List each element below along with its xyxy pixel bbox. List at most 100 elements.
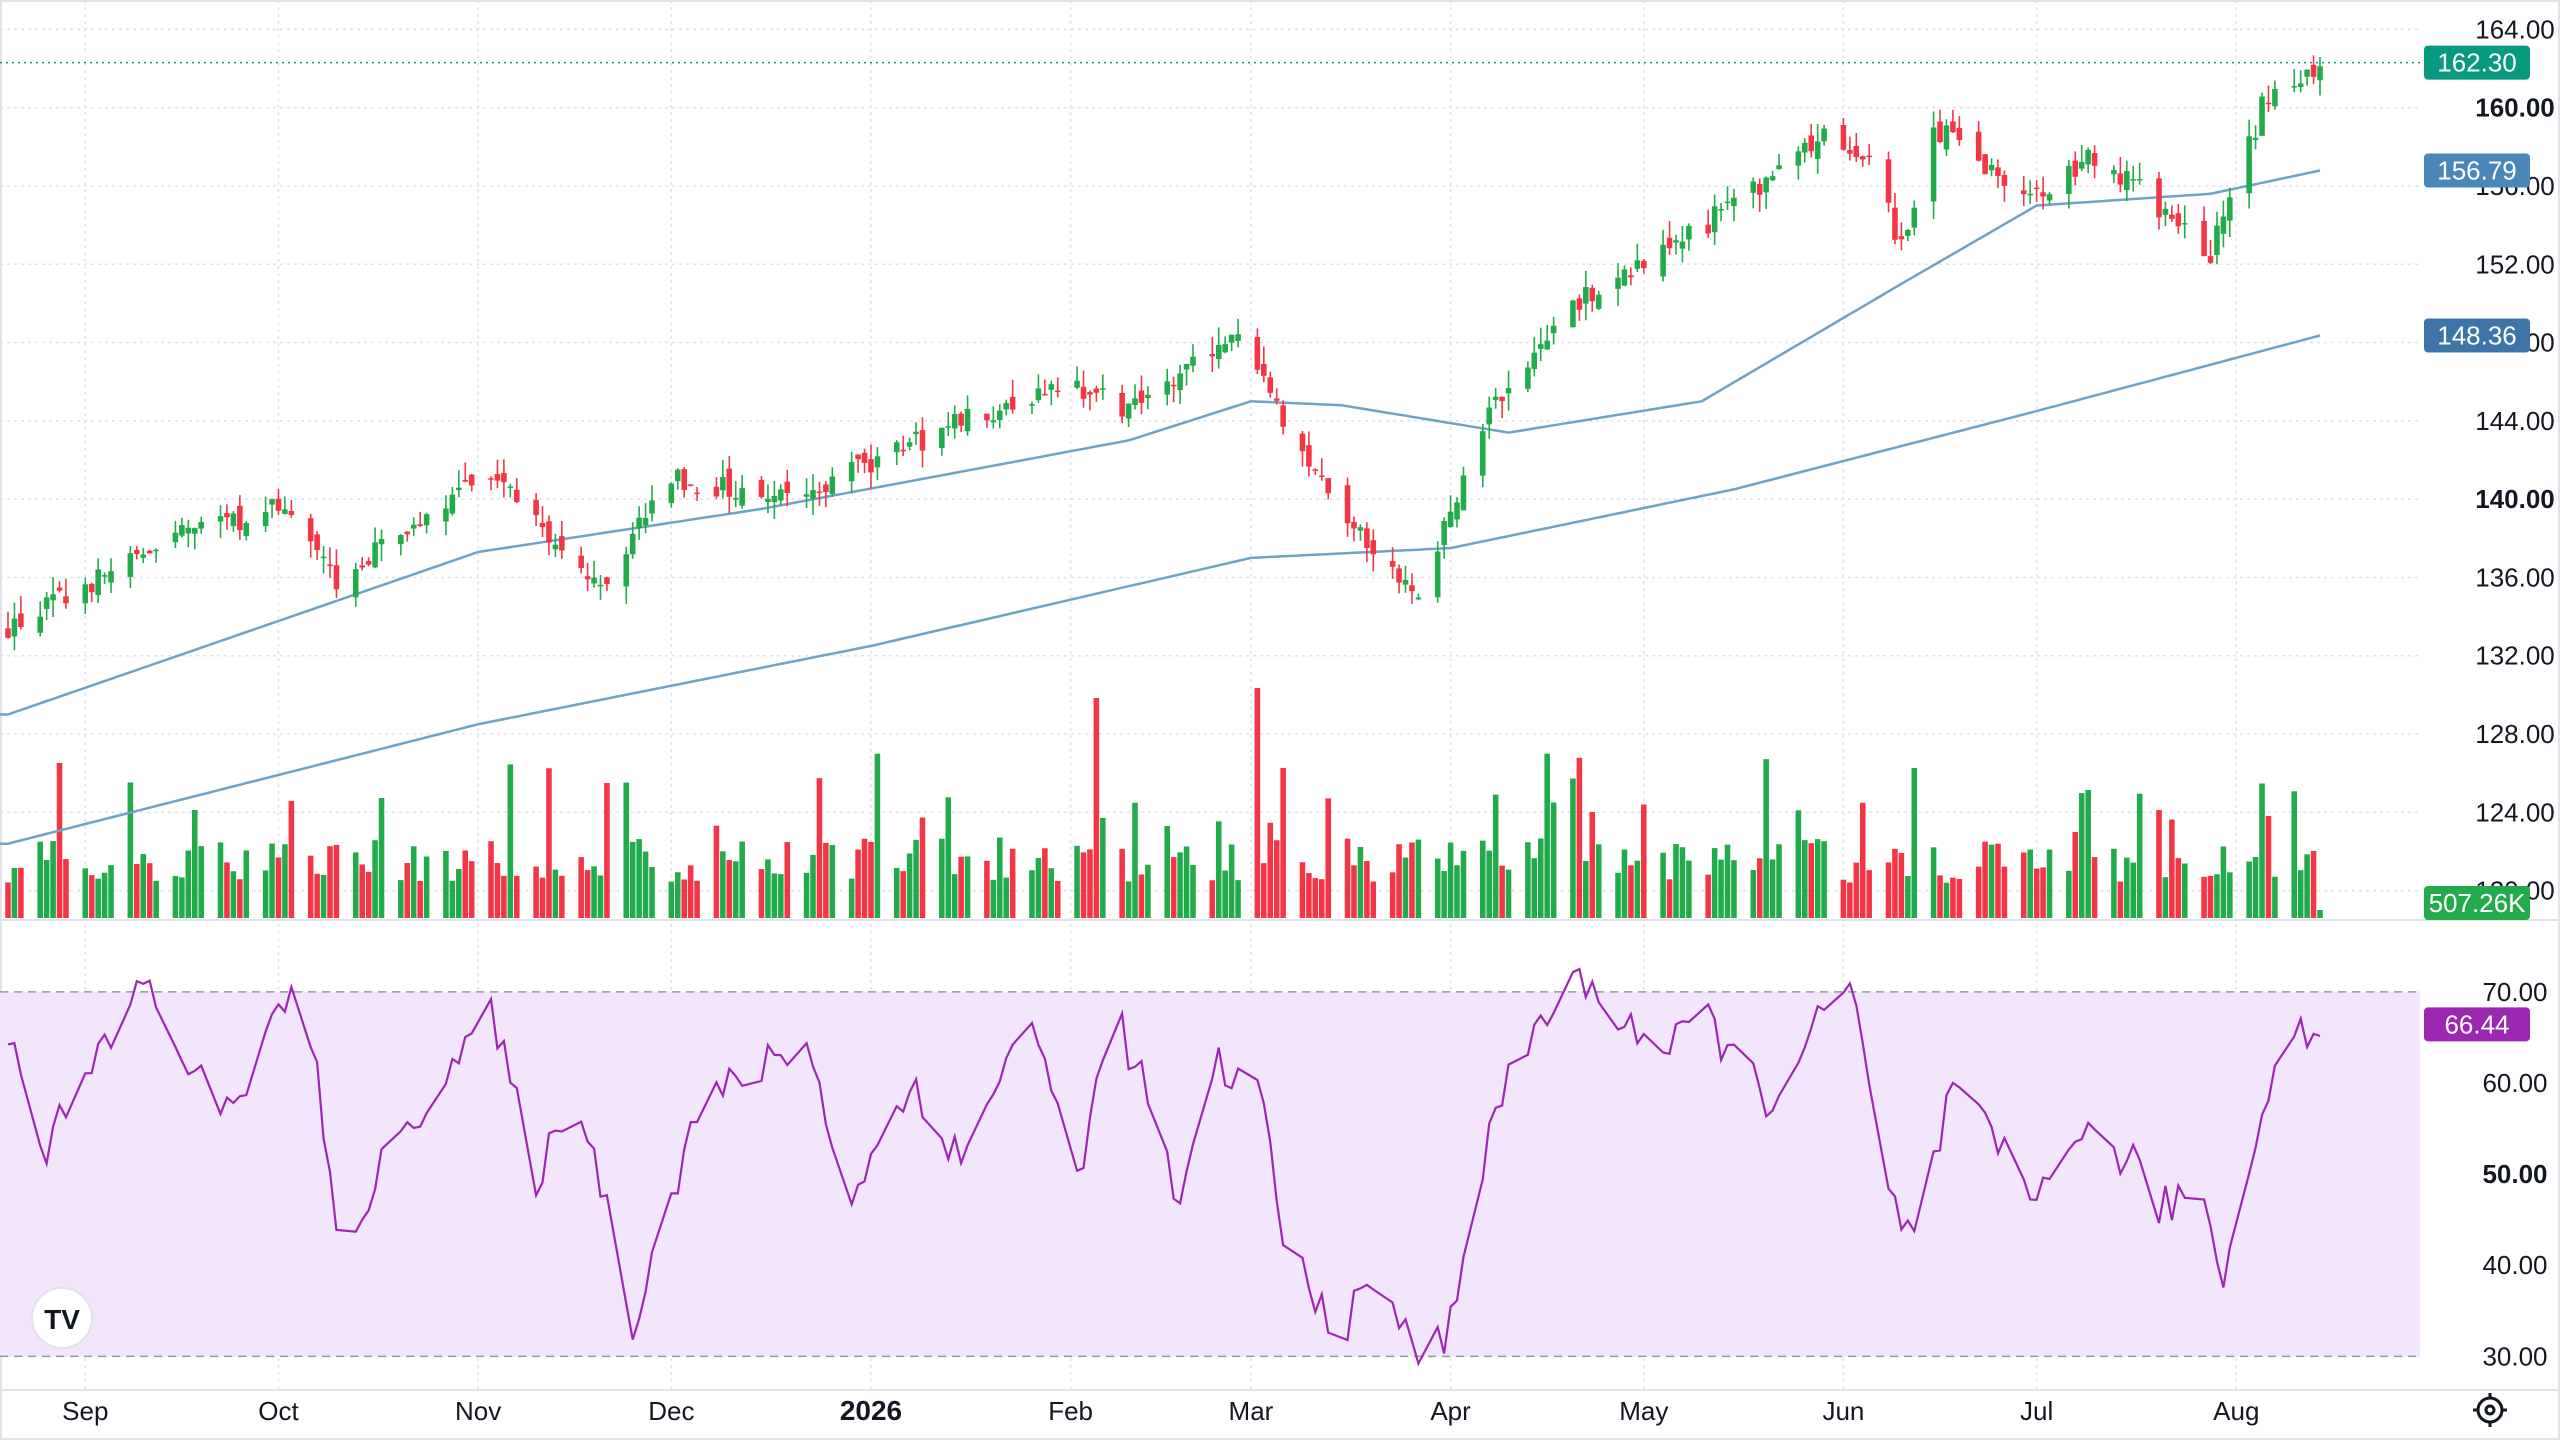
- candle: [410, 517, 417, 536]
- candle: [713, 477, 720, 499]
- candle-body: [243, 523, 250, 537]
- volume-bar: [140, 854, 147, 918]
- candle: [1357, 524, 1364, 541]
- candle-body: [352, 569, 359, 598]
- volume-bar: [681, 879, 687, 918]
- candle: [1686, 223, 1692, 251]
- candle: [765, 484, 771, 514]
- candle: [1364, 522, 1370, 563]
- candle: [1080, 370, 1087, 408]
- candle-body: [275, 498, 282, 511]
- volume-bar: [1673, 844, 1679, 918]
- candle: [1988, 158, 1995, 177]
- candle-body: [539, 522, 546, 528]
- volume-bar: [1686, 860, 1692, 918]
- candle-body: [2124, 171, 2130, 191]
- candle-body: [5, 628, 11, 638]
- volume-bar: [2207, 875, 2214, 918]
- price-tick-label: 144.00: [2475, 406, 2555, 436]
- gear-icon[interactable]: [2473, 1393, 2507, 1427]
- candle-body: [855, 454, 861, 460]
- volume-bar: [11, 868, 18, 918]
- volume-bar: [1222, 870, 1228, 918]
- candle-body: [1583, 287, 1589, 304]
- candle-body: [816, 491, 823, 494]
- price-tick-label: 132.00: [2475, 641, 2555, 671]
- candle: [1228, 334, 1235, 352]
- volume-bar: [1351, 865, 1357, 918]
- candle-body: [365, 560, 372, 565]
- volume-bar: [604, 783, 610, 918]
- candle-body: [1641, 260, 1647, 269]
- candle: [1170, 376, 1177, 403]
- volume-bar: [2272, 876, 2278, 918]
- volume-bar: [996, 837, 1003, 918]
- candle: [1319, 458, 1325, 481]
- volume-bar: [2130, 862, 2137, 918]
- volume-bar: [1628, 865, 1634, 918]
- candle-body: [1898, 236, 1905, 240]
- rsi-band-fill: [0, 991, 2420, 1357]
- candle-body: [668, 483, 675, 504]
- candle: [2046, 191, 2053, 205]
- volume-bar: [1776, 844, 1782, 918]
- volume-bar: [732, 861, 739, 918]
- candle: [681, 467, 687, 498]
- candle-body: [2310, 64, 2317, 77]
- volume-bar: [88, 875, 95, 918]
- volume-bar: [410, 846, 417, 918]
- candle: [1074, 366, 1080, 390]
- candle: [1273, 388, 1280, 405]
- volume-bar: [288, 800, 295, 918]
- candle-body: [1660, 244, 1666, 277]
- candle: [269, 498, 275, 519]
- candle: [1583, 270, 1589, 321]
- candle: [2091, 145, 2098, 179]
- candle: [262, 496, 269, 533]
- volume-bar: [1319, 879, 1325, 918]
- candle: [1035, 374, 1042, 403]
- candle-body: [584, 576, 591, 580]
- volume-bar: [1711, 848, 1718, 918]
- volume-bar: [262, 870, 269, 918]
- volume-bar: [1853, 862, 1860, 918]
- candle-body: [1409, 585, 1415, 592]
- volume-bar: [1209, 880, 1216, 918]
- candle-body: [185, 527, 192, 534]
- volume-bar: [893, 867, 900, 918]
- volume-bar: [333, 844, 340, 918]
- candle-body: [37, 616, 43, 633]
- candle-body: [2252, 137, 2259, 140]
- candle-body: [1802, 142, 1808, 153]
- candle: [1499, 396, 1505, 418]
- volume-bar: [1750, 869, 1757, 918]
- candle-body: [1344, 485, 1351, 524]
- candle-body: [2078, 161, 2085, 169]
- candle-body: [108, 571, 114, 583]
- time-tick-label: Mar: [1229, 1396, 1274, 1426]
- volume-bar: [1666, 879, 1673, 918]
- candle: [1937, 109, 1943, 144]
- volume-bar: [1486, 850, 1493, 918]
- volume-bar: [2085, 789, 2091, 918]
- candle-body: [958, 413, 964, 426]
- tradingview-logo[interactable]: TV: [31, 1287, 93, 1349]
- candle: [1441, 517, 1447, 559]
- candle-body: [1325, 478, 1332, 494]
- candle-body: [1222, 344, 1228, 353]
- candle: [1943, 119, 1950, 156]
- volume-bar: [1802, 840, 1808, 918]
- candle-body: [63, 596, 69, 604]
- volume-bar: [1595, 844, 1602, 918]
- candle-body: [488, 478, 494, 480]
- candle: [578, 546, 584, 574]
- volume-bar: [1950, 877, 1956, 918]
- candle: [1660, 229, 1666, 282]
- candle: [320, 546, 327, 574]
- candle: [1396, 564, 1402, 594]
- candle-body: [410, 524, 417, 529]
- volume-bar: [1583, 860, 1589, 918]
- candle: [1763, 176, 1769, 210]
